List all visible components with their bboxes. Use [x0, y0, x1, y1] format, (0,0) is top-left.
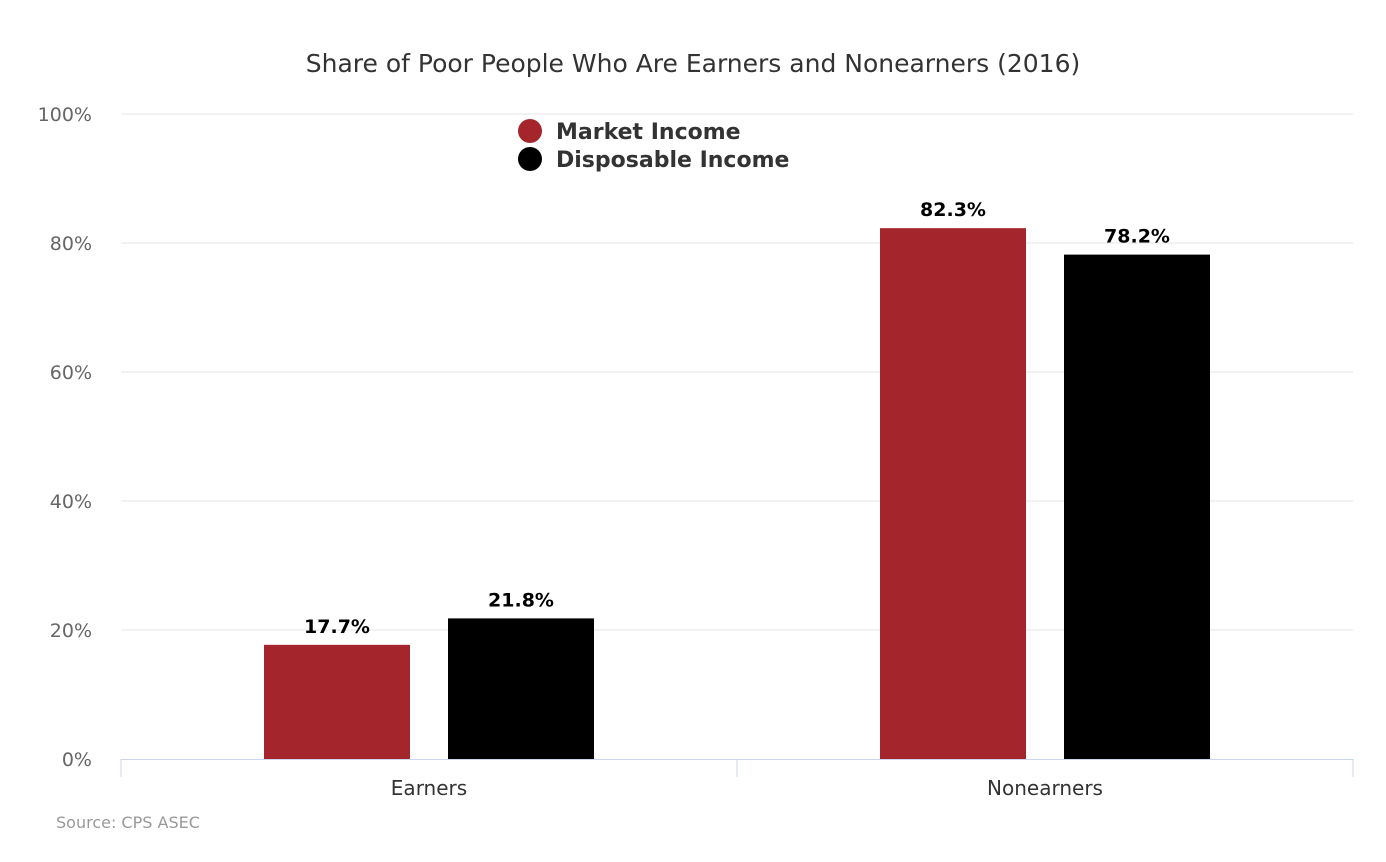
y-tick-label: 0%	[62, 749, 92, 771]
legend[interactable]: Market Income Disposable Income	[518, 119, 789, 173]
legend-label: Disposable Income	[556, 148, 789, 173]
bar-value-label: 78.2%	[1104, 226, 1170, 248]
bars	[264, 228, 1210, 760]
y-tick-label: 40%	[50, 491, 92, 513]
bar-value-label: 21.8%	[488, 589, 554, 611]
legend-marker	[518, 119, 542, 143]
legend-marker	[518, 147, 542, 171]
bar[interactable]	[880, 228, 1026, 760]
y-axis: 0% 20% 40% 60% 80% 100%	[38, 104, 92, 771]
x-tick-label: Nonearners	[987, 776, 1103, 800]
bar-value-label: 17.7%	[304, 616, 370, 638]
source-note: Source: CPS ASEC	[56, 813, 200, 832]
y-tick-label: 100%	[38, 104, 92, 126]
x-axis: Earners Nonearners	[120, 759, 1354, 800]
chart-title: Share of Poor People Who Are Earners and…	[306, 49, 1081, 78]
bar-value-label: 82.3%	[920, 199, 986, 221]
bar[interactable]	[1064, 254, 1210, 760]
legend-item[interactable]: Market Income	[518, 119, 741, 145]
bar[interactable]	[448, 618, 594, 759]
legend-label: Market Income	[556, 120, 741, 145]
x-tick-label: Earners	[391, 776, 467, 800]
bar[interactable]	[264, 644, 410, 759]
y-tick-label: 80%	[50, 233, 92, 255]
y-tick-label: 20%	[50, 620, 92, 642]
data-labels: 17.7% 82.3% 21.8% 78.2%	[304, 199, 1170, 638]
y-tick-label: 60%	[50, 362, 92, 384]
legend-item[interactable]: Disposable Income	[518, 147, 789, 173]
